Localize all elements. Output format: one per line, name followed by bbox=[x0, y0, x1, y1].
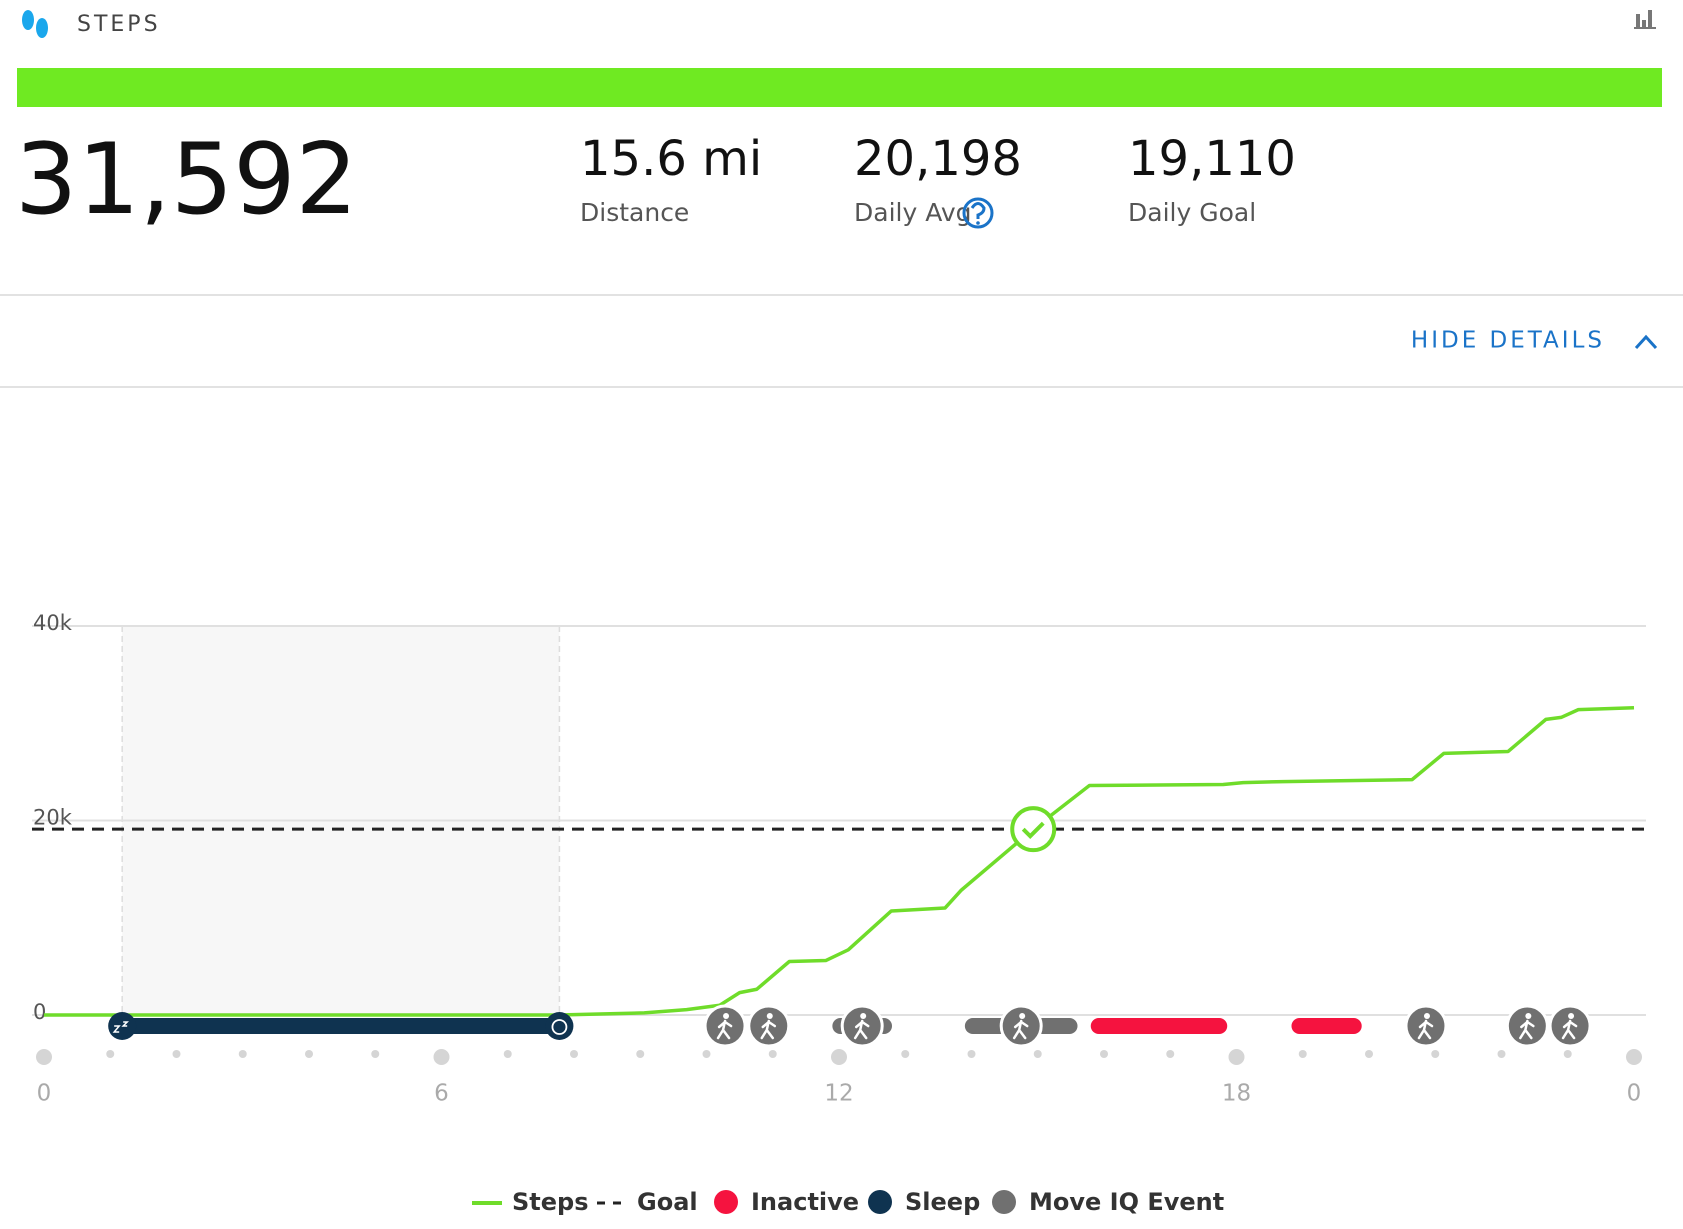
x-minor-dot bbox=[503, 1050, 512, 1058]
x-tick-dot bbox=[1626, 1049, 1642, 1065]
x-minor-dot bbox=[1033, 1050, 1042, 1058]
walker-head bbox=[723, 1013, 730, 1019]
x-tick-dot bbox=[1228, 1049, 1245, 1065]
goal-reached-marker bbox=[1010, 806, 1057, 853]
legend-swatch bbox=[992, 1190, 1016, 1214]
walker-head bbox=[1525, 1013, 1532, 1019]
walker-body bbox=[1417, 1019, 1434, 1040]
x-minor-dot bbox=[106, 1050, 115, 1058]
y-tick-label: 20k bbox=[33, 806, 73, 830]
walker-head bbox=[860, 1013, 867, 1019]
steps-icon bbox=[22, 10, 48, 38]
x-minor-dot bbox=[1365, 1050, 1373, 1058]
x-tick-label: 18 bbox=[1222, 1081, 1251, 1107]
stat-value: 19,110 bbox=[1128, 131, 1296, 187]
stat-value: 15.6 mi bbox=[580, 131, 762, 187]
walker-body bbox=[1519, 1019, 1535, 1040]
y-tick-label: 40k bbox=[33, 611, 73, 635]
x-minor-dot bbox=[371, 1050, 380, 1058]
stat-label: Daily Avg bbox=[854, 198, 972, 227]
wake-clock bbox=[551, 1019, 568, 1035]
wake-icon bbox=[545, 1012, 574, 1040]
walker-body bbox=[853, 1019, 870, 1040]
walker-body bbox=[1561, 1019, 1578, 1040]
chart-toggle-icon[interactable] bbox=[1634, 10, 1656, 29]
x-minor-dot bbox=[636, 1050, 645, 1058]
x-tick-label: 6 bbox=[434, 1081, 449, 1107]
legend-swatch bbox=[714, 1190, 738, 1214]
walker-body bbox=[1012, 1019, 1029, 1040]
x-tick-dot bbox=[433, 1049, 450, 1065]
x-minor-dot bbox=[1563, 1050, 1572, 1058]
steps-chart: 0 20k 40k 0 6 12 18 0 Steps Goal Inactive Sleep Move… bbox=[32, 611, 1646, 1216]
x-tick-label: 0 bbox=[37, 1081, 52, 1107]
x-tick-label: 12 bbox=[824, 1081, 853, 1107]
walker-head bbox=[1423, 1013, 1430, 1019]
x-tick-dot bbox=[831, 1049, 847, 1065]
x-minor-dot bbox=[1298, 1050, 1307, 1058]
x-minor-dot bbox=[238, 1050, 247, 1058]
x-minor-dot bbox=[172, 1050, 181, 1058]
collapse-chevron[interactable] bbox=[1634, 334, 1658, 350]
legend-label: Goal bbox=[637, 1188, 698, 1216]
x-minor-dot bbox=[768, 1050, 777, 1058]
total-steps: 31,592 bbox=[15, 123, 358, 237]
widget-title: STEPS bbox=[77, 12, 161, 37]
x-tick-dot bbox=[36, 1049, 52, 1065]
stat-value: 20,198 bbox=[854, 131, 1022, 187]
x-minor-dot bbox=[702, 1050, 711, 1058]
walker-head bbox=[1568, 1013, 1575, 1019]
walker-body bbox=[760, 1019, 777, 1040]
x-minor-dot bbox=[1431, 1050, 1440, 1058]
x-minor-dot bbox=[1166, 1050, 1175, 1058]
x-minor-dot bbox=[967, 1050, 976, 1058]
x-tick-label: 0 bbox=[1627, 1081, 1642, 1107]
x-minor-dot bbox=[1497, 1050, 1506, 1058]
stat-label: Distance bbox=[580, 198, 689, 227]
legend-label: Inactive bbox=[751, 1188, 859, 1216]
legend-swatch bbox=[868, 1190, 892, 1214]
legend-label: Steps bbox=[512, 1188, 589, 1216]
legend-label: Sleep bbox=[905, 1188, 980, 1216]
walker-body bbox=[716, 1019, 733, 1040]
progress-bar bbox=[17, 68, 1662, 107]
help-icon[interactable] bbox=[962, 197, 994, 229]
hide-details-link[interactable]: HIDE DETAILS bbox=[1411, 328, 1605, 354]
x-minor-dot bbox=[901, 1050, 910, 1058]
goal-check bbox=[1021, 821, 1045, 839]
x-minor-dot bbox=[1100, 1050, 1108, 1058]
x-minor-dot bbox=[570, 1050, 578, 1058]
walker-head bbox=[1019, 1013, 1026, 1019]
walker-head bbox=[766, 1013, 773, 1019]
sleep-zzz bbox=[112, 1021, 129, 1033]
legend-label: Move IQ Event bbox=[1029, 1188, 1224, 1216]
x-minor-dot bbox=[305, 1050, 313, 1058]
stat-label: Daily Goal bbox=[1128, 198, 1256, 227]
y-tick-label: 0 bbox=[33, 1000, 46, 1024]
